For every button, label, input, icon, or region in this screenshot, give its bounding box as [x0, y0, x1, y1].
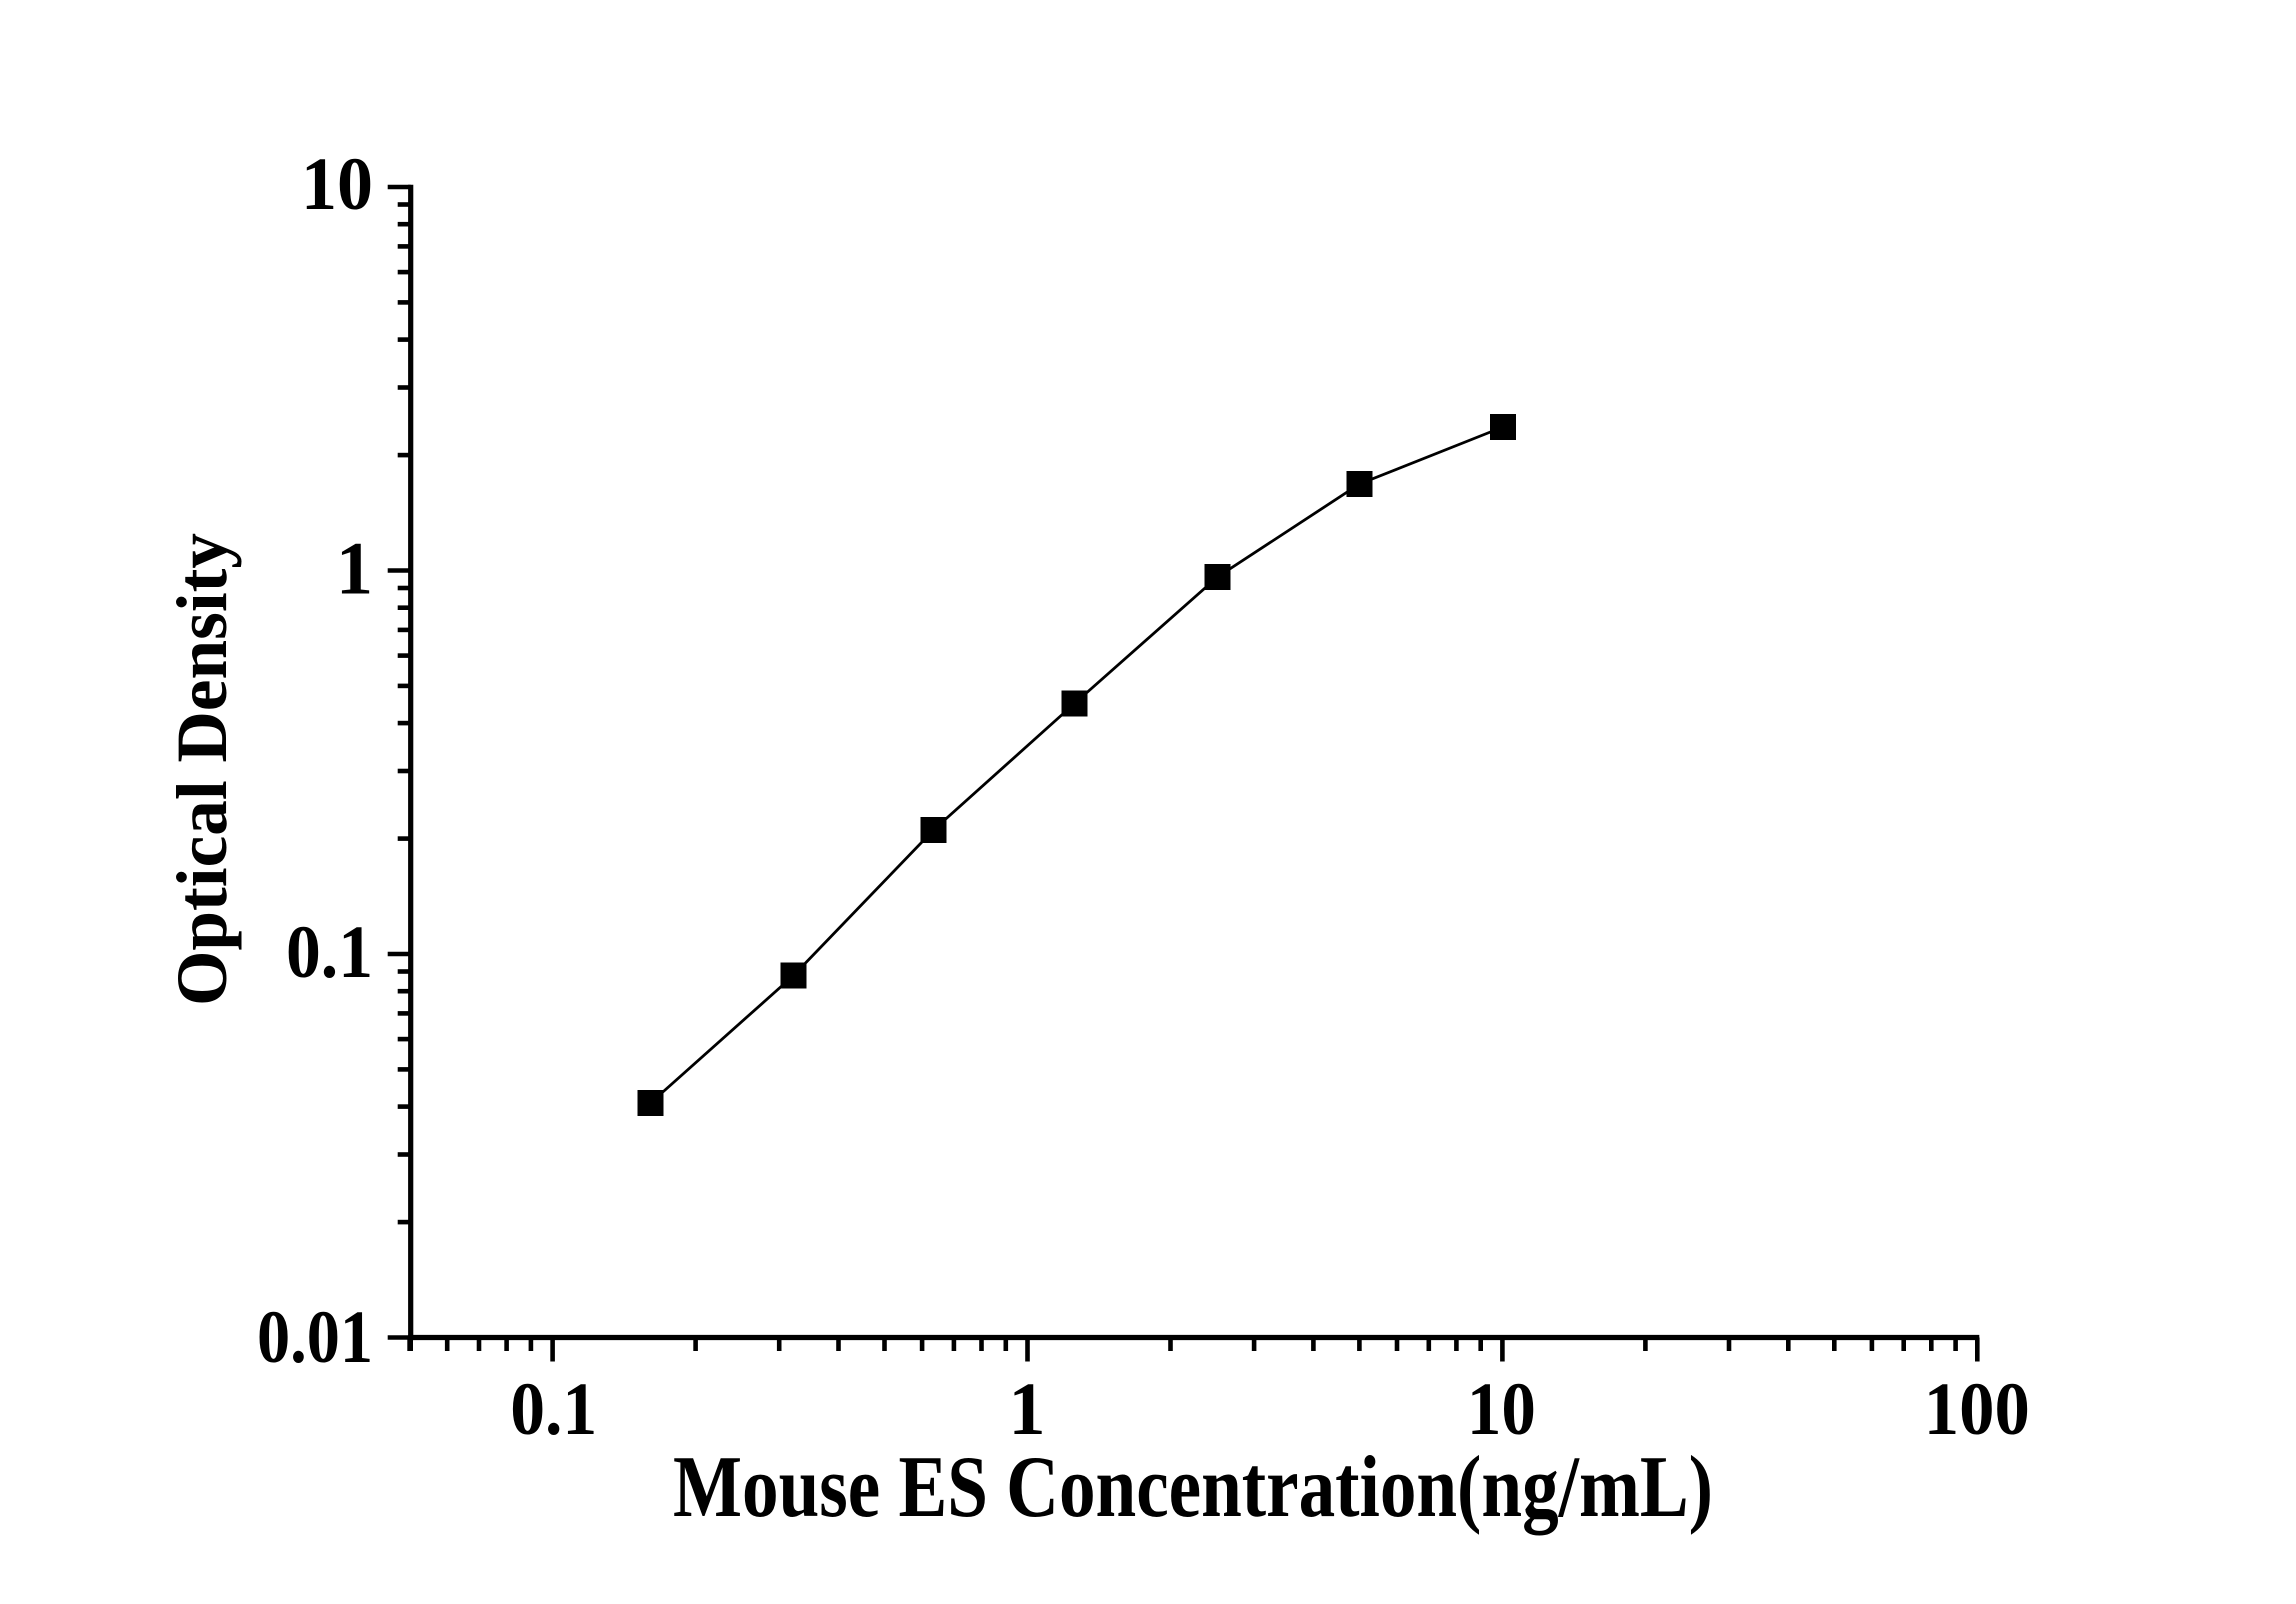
svg-text:100: 100: [1924, 1368, 2030, 1451]
svg-text:0.1: 0.1: [286, 911, 373, 994]
svg-text:Optical Density: Optical Density: [162, 533, 242, 1006]
svg-text:1: 1: [1009, 1368, 1046, 1451]
svg-text:Mouse ES Concentration(ng/mL): Mouse ES Concentration(ng/mL): [673, 1439, 1713, 1536]
svg-text:0.01: 0.01: [257, 1296, 373, 1379]
svg-text:10: 10: [1467, 1368, 1536, 1451]
svg-text:1: 1: [336, 527, 373, 610]
svg-text:10: 10: [301, 143, 373, 226]
svg-text:0.1: 0.1: [510, 1368, 597, 1451]
